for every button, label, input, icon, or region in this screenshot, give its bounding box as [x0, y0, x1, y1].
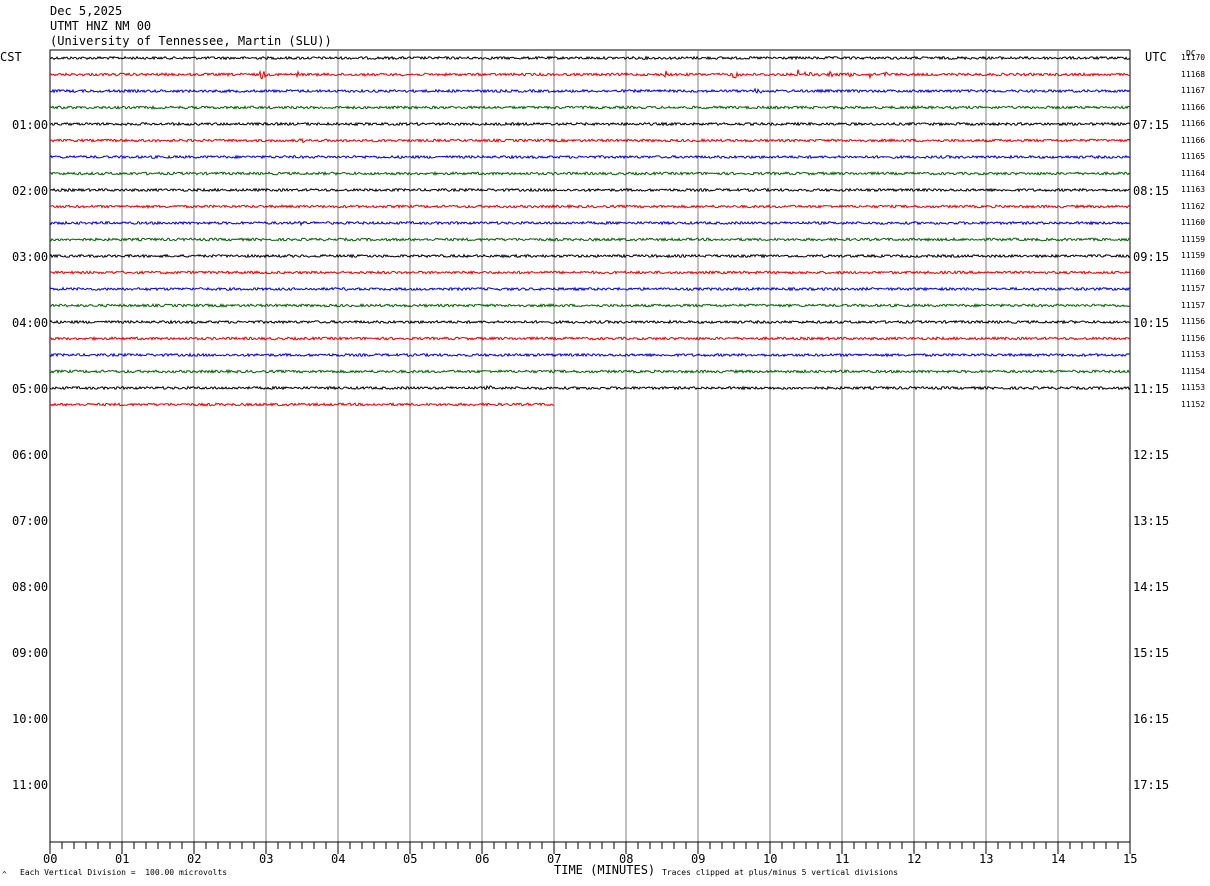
- cst-hour-label: 10:00: [12, 712, 49, 726]
- seismic-trace: [49, 87, 1131, 94]
- cst-hour-label: 01:00: [12, 118, 49, 132]
- header-date: Dec 5,2025: [50, 4, 123, 18]
- x-tick-label: 13: [979, 852, 994, 866]
- seismic-trace: [49, 270, 1131, 275]
- x-tick-label: 02: [187, 852, 202, 866]
- x-tick-label: 04: [331, 852, 346, 866]
- seismic-trace: [49, 253, 1131, 259]
- dc-offset-label: 11170: [1181, 53, 1206, 62]
- utc-hour-label: 17:15: [1133, 778, 1170, 792]
- dc-offset-label: 11153: [1181, 383, 1206, 392]
- seismic-trace: [49, 187, 1131, 193]
- x-tick-label: 06: [475, 852, 490, 866]
- seismic-trace: [49, 352, 1131, 358]
- x-tick-label: 15: [1123, 852, 1138, 866]
- seismic-trace: [49, 385, 1131, 391]
- seismic-trace: [49, 55, 1131, 61]
- cst-hour-label: 03:00: [12, 250, 49, 264]
- plot-frame: [49, 49, 1131, 843]
- dc-offset-label: 11153: [1181, 350, 1206, 359]
- corner-mark: ^: [2, 870, 7, 879]
- seismic-trace: [49, 203, 1131, 210]
- dc-offset-label: 11156: [1181, 333, 1206, 343]
- dc-offset-label: 11163: [1181, 185, 1206, 194]
- x-tick-label: 11: [835, 852, 850, 866]
- dc-offset-label: 11166: [1181, 119, 1206, 128]
- utc-hour-label: 09:15: [1133, 250, 1170, 264]
- utc-hour-label: 07:15: [1133, 118, 1170, 132]
- utc-hour-label: 13:15: [1133, 514, 1170, 528]
- seismic-trace: [49, 121, 1131, 127]
- utc-hour-label: 12:15: [1133, 448, 1170, 462]
- seismic-trace: [49, 303, 1131, 309]
- dc-offset-label: 11166: [1181, 102, 1206, 112]
- dc-offset-label: 11159: [1181, 251, 1206, 260]
- x-tick-label: 01: [115, 852, 130, 866]
- dc-offset-label: 11154: [1181, 366, 1206, 376]
- dc-offset-label: 11166: [1181, 135, 1206, 145]
- dc-offset-label: 11160: [1181, 218, 1206, 227]
- dc-offset-label: 11167: [1181, 86, 1206, 95]
- cst-hour-label: 05:00: [12, 382, 49, 396]
- dc-label: DC: [1186, 49, 1196, 58]
- dc-offset-label: 11159: [1181, 234, 1206, 244]
- x-tick-label: 12: [907, 852, 922, 866]
- header-institution: (University of Tennessee, Martin (SLU)): [50, 34, 332, 48]
- utc-hour-label: 10:15: [1133, 316, 1170, 330]
- cst-hour-label: 11:00: [12, 778, 49, 792]
- seismic-trace: [49, 319, 1131, 325]
- cst-hour-label: 02:00: [12, 184, 49, 198]
- seismic-trace: [49, 137, 1131, 144]
- x-tick-label: 03: [259, 852, 274, 866]
- dc-offset-label: 11165: [1181, 152, 1206, 161]
- dc-offset-label: 11156: [1181, 317, 1206, 326]
- header-station: UTMT HNZ NM 00: [50, 19, 152, 33]
- x-tick-label: 05: [403, 852, 418, 866]
- seismic-trace: [49, 69, 1130, 80]
- dc-offset-label: 11157: [1181, 284, 1206, 293]
- dc-offset-label: 11160: [1181, 267, 1206, 277]
- clip-note: Traces clipped at plus/minus 5 vertical …: [662, 868, 899, 877]
- x-tick-label: 08: [619, 852, 634, 866]
- x-tick-label: 07: [547, 852, 562, 866]
- x-tick-label: 14: [1051, 852, 1066, 866]
- x-tick-label: 00: [43, 852, 58, 866]
- seismic-trace: [49, 104, 1131, 110]
- seismic-trace: [49, 402, 555, 407]
- seismic-trace: [49, 368, 1131, 375]
- left-zone-label: CST: [0, 50, 22, 64]
- seismic-trace: [49, 220, 1131, 227]
- dc-offset-label: 11164: [1181, 168, 1206, 178]
- x-axis-label: TIME (MINUTES): [554, 863, 656, 877]
- utc-hour-label: 11:15: [1133, 382, 1170, 396]
- cst-hour-label: 07:00: [12, 514, 49, 528]
- utc-hour-label: 16:15: [1133, 712, 1170, 726]
- right-zone-label: UTC: [1145, 50, 1167, 64]
- utc-hour-label: 08:15: [1133, 184, 1170, 198]
- scale-note: Each Vertical Division = 100.00 microvol…: [20, 868, 228, 877]
- x-tick-label: 09: [691, 852, 706, 866]
- x-tick-label: 10: [763, 852, 778, 866]
- cst-hour-label: 09:00: [12, 646, 49, 660]
- dc-offset-label: 11168: [1181, 69, 1206, 79]
- cst-hour-label: 06:00: [12, 448, 49, 462]
- cst-hour-label: 04:00: [12, 316, 49, 330]
- dc-offset-label: 11157: [1181, 300, 1206, 310]
- cst-hour-label: 08:00: [12, 580, 49, 594]
- utc-hour-label: 14:15: [1133, 580, 1170, 594]
- seismic-trace: [49, 170, 1131, 177]
- seismic-trace: [49, 335, 1131, 341]
- seismic-trace: [49, 154, 1131, 160]
- seismic-trace: [49, 237, 1131, 242]
- dc-offset-label: 11162: [1181, 201, 1206, 211]
- seismic-trace: [49, 286, 1131, 292]
- utc-hour-label: 15:15: [1133, 646, 1170, 660]
- dc-offset-label: 11152: [1181, 399, 1206, 409]
